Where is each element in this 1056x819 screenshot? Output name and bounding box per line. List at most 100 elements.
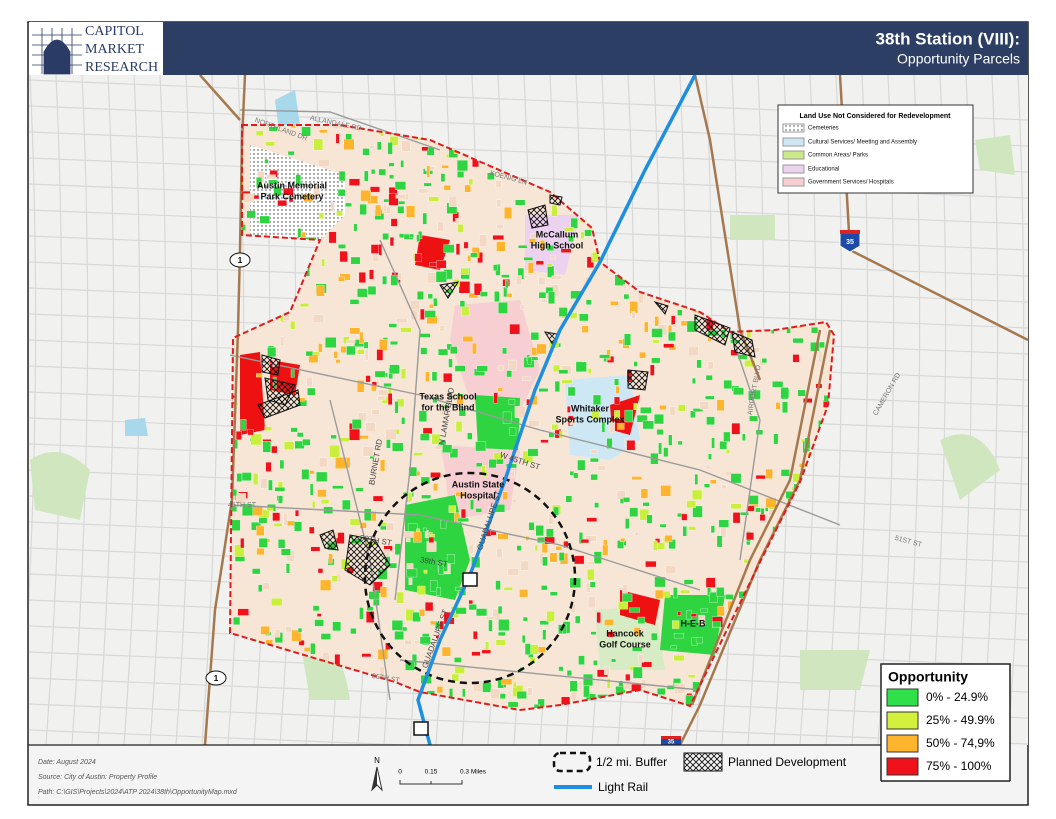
street (1034, 75, 1050, 745)
scale-label: 0 (398, 769, 402, 776)
parcel (454, 666, 465, 674)
parcel (349, 299, 360, 305)
parcel (400, 368, 407, 379)
parcel (546, 245, 554, 251)
parcel (268, 126, 278, 132)
parcel (580, 231, 585, 239)
parcel (371, 482, 376, 487)
street-label: 35TH ST (371, 673, 401, 685)
parcel (733, 387, 744, 395)
parcel (688, 346, 699, 356)
street (29, 729, 419, 745)
parcel (481, 465, 486, 477)
parcel (462, 688, 466, 698)
parcel (448, 196, 457, 207)
parcel (497, 365, 504, 371)
parcel (420, 347, 428, 355)
parcel (488, 619, 493, 632)
parcel (533, 704, 540, 710)
parcel (271, 445, 278, 454)
parcel (433, 298, 438, 307)
parcel (581, 325, 589, 333)
parcel (677, 440, 683, 445)
parcel (521, 376, 531, 381)
legend-label: Educational (808, 167, 839, 173)
north-arrow-label: N (374, 756, 380, 765)
parcel (406, 568, 418, 578)
parcel (266, 507, 274, 512)
parcel (645, 560, 657, 568)
parcel (271, 598, 283, 606)
parcel (424, 602, 434, 612)
parcel (236, 473, 243, 482)
parcel (366, 606, 374, 611)
parcel (493, 452, 503, 460)
parcel (665, 565, 676, 574)
parcel (614, 378, 619, 386)
parcel (277, 481, 283, 493)
parcel (374, 370, 386, 378)
parcel (291, 629, 302, 642)
parcel (463, 241, 469, 249)
parcel (417, 291, 424, 300)
parcel (574, 555, 585, 565)
parcel (646, 514, 653, 524)
parcel (528, 420, 540, 427)
parcel (730, 503, 742, 509)
parcel (426, 541, 437, 552)
parcel (585, 583, 591, 593)
parcel (301, 469, 310, 480)
parcel (530, 332, 539, 341)
parcel (497, 387, 503, 392)
parcel (390, 341, 398, 345)
parcel (325, 337, 337, 348)
street (175, 75, 193, 745)
parcel (606, 438, 613, 449)
parcel (536, 343, 547, 355)
parcel (350, 628, 357, 635)
parcel (624, 409, 633, 423)
parcel (677, 611, 682, 616)
parcel (455, 421, 463, 433)
parcel (755, 475, 766, 480)
parcel (308, 354, 319, 363)
parcel (383, 204, 387, 212)
parcel (584, 229, 592, 237)
logo-text: RESEARCH (85, 60, 158, 75)
parcel (362, 446, 374, 457)
parcel (404, 639, 412, 645)
parcel (418, 188, 429, 194)
parcel (260, 626, 270, 635)
parcel (570, 691, 578, 702)
parcel (472, 342, 477, 355)
parcel (343, 138, 355, 150)
parcel (419, 636, 431, 645)
parcel (561, 379, 573, 384)
parcel (337, 189, 346, 197)
parcel (370, 244, 379, 254)
parcel (509, 323, 521, 335)
parcel (303, 647, 311, 652)
parcel (522, 616, 528, 622)
parcel (231, 519, 241, 531)
parcel (264, 426, 272, 431)
parcel (660, 485, 671, 497)
parcel (380, 586, 387, 598)
parcel (633, 627, 641, 635)
parcel (313, 138, 324, 151)
parcel (433, 483, 438, 491)
parcel (335, 359, 341, 364)
parcel (355, 487, 364, 492)
parcel (301, 126, 311, 137)
parcel (457, 171, 465, 178)
parcel (503, 286, 508, 298)
parcel (387, 142, 393, 155)
parcel (707, 361, 714, 370)
place-label: McCallum (536, 229, 579, 239)
parcel (547, 265, 555, 278)
parcel (363, 341, 369, 349)
parcel (555, 546, 563, 551)
parcel (493, 392, 498, 404)
parcel (364, 170, 369, 182)
parcel (617, 423, 625, 430)
